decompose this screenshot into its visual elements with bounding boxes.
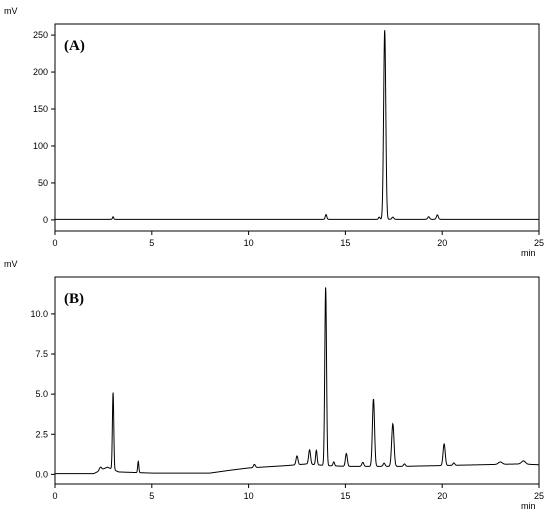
panel-b-xtick-label: 0 [52,491,57,501]
panel-a-ytick-label: 200 [33,67,48,77]
panel-a-xtick-label: 20 [437,238,447,248]
panel-b-trace [55,287,539,475]
panel-b-xtick-label: 15 [340,491,350,501]
panel-a-ytick-label: 250 [33,30,48,40]
panel-b-ticks: 0 5 10 15 20 25 0.0 2.5 5.0 7.5 10.0 [30,309,544,501]
panel-a-trace [55,30,539,220]
panel-b-label: (B) [64,291,84,307]
panel-b-ylabel: mV [4,259,18,269]
panel-a-ytick-label: 50 [38,178,48,188]
panel-b-ytick-label: 7.5 [35,349,48,359]
panel-a-xtick-label: 10 [244,238,254,248]
panel-b-ytick-label: 2.5 [35,429,48,439]
panel-a-ylabel: mV [4,6,18,16]
panel-a-ytick-label: 0 [43,215,48,225]
panel-a-ytick-label: 100 [33,141,48,151]
panel-b-xtick-label: 25 [534,491,544,501]
panel-b-xtick-label: 20 [437,491,447,501]
panel-a-xtick-label: 15 [340,238,350,248]
panel-a-ytick-label: 150 [33,104,48,114]
panel-a-label: (A) [64,38,85,54]
panel-a-plot-frame [54,23,540,232]
panel-b-ytick-label: 5.0 [35,389,48,399]
panel-b: mV (B) 0 5 10 15 20 25 0.0 2.5 5.0 7.5 10.0 min [4,259,544,511]
panel-b-ytick-label: 10.0 [30,309,48,319]
panel-a-xlabel: min [521,248,536,258]
panel-b-plot-frame [54,276,540,485]
panel-a-xtick-label: 5 [149,238,154,248]
panel-b-xlabel: min [521,501,536,511]
panel-a-xtick-label: 25 [534,238,544,248]
panel-b-ytick-label: 0.0 [35,469,48,479]
panel-a-xtick-label: 0 [52,238,57,248]
panel-b-xtick-label: 5 [149,491,154,501]
panel-b-xtick-label: 10 [244,491,254,501]
